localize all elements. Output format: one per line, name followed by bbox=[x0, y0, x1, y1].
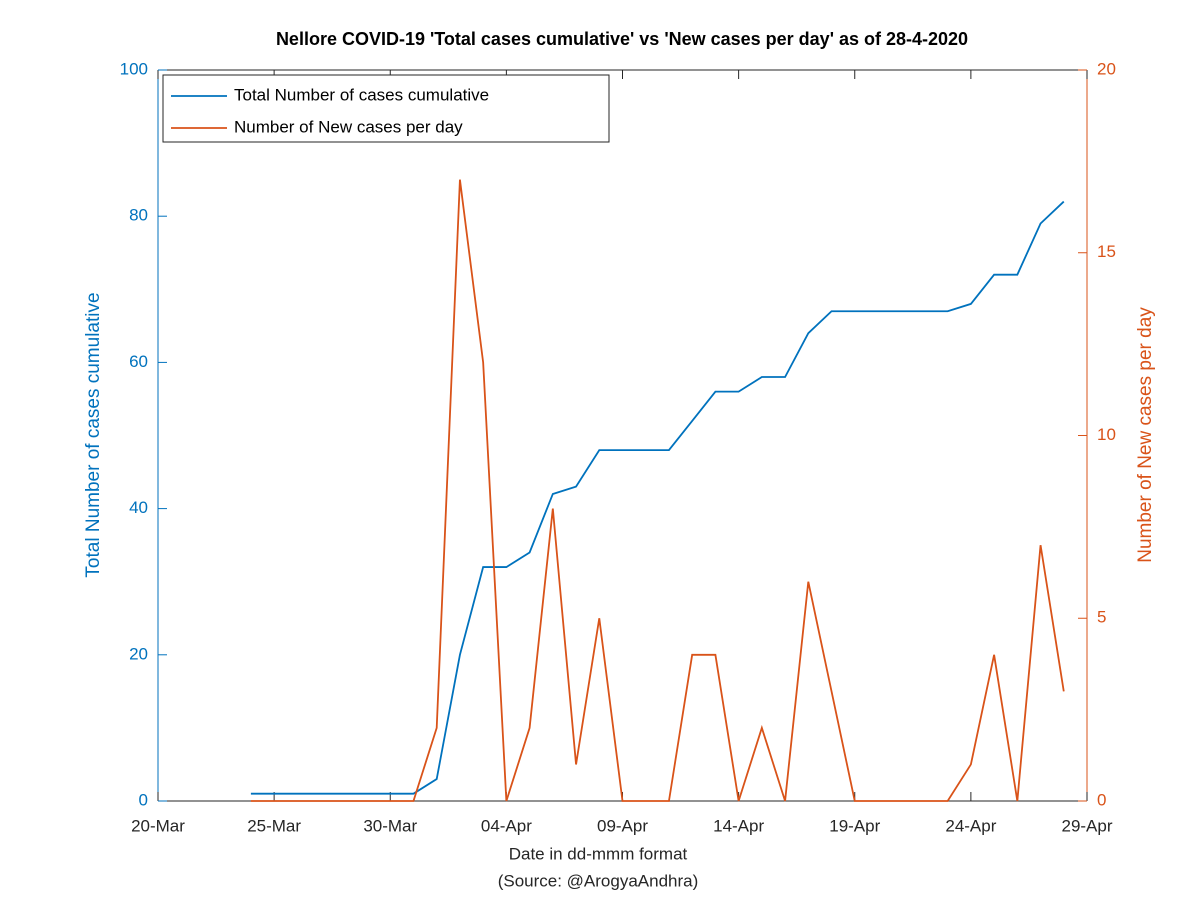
y2-tick-label: 20 bbox=[1097, 59, 1116, 78]
y2-tick-label: 5 bbox=[1097, 608, 1106, 627]
y2-tick-label: 0 bbox=[1097, 790, 1106, 809]
x-tick-label: 20-Mar bbox=[131, 816, 185, 835]
legend-label: Total Number of cases cumulative bbox=[234, 85, 489, 104]
y-tick-label: 40 bbox=[129, 498, 148, 517]
y-axis-label: Total Number of cases cumulative bbox=[83, 292, 104, 577]
y2-axis-label: Number of New cases per day bbox=[1135, 307, 1156, 563]
series-line bbox=[250, 179, 1065, 802]
y2-tick-label: 10 bbox=[1097, 425, 1116, 444]
x-tick-label: 09-Apr bbox=[597, 816, 648, 835]
y-tick-label: 60 bbox=[129, 352, 148, 371]
x-tick-label: 04-Apr bbox=[481, 816, 532, 835]
y-tick-label: 80 bbox=[129, 206, 148, 225]
x-tick-label: 25-Mar bbox=[247, 816, 301, 835]
x-tick-label: 14-Apr bbox=[713, 816, 764, 835]
y-tick-label: 0 bbox=[139, 790, 148, 809]
y2-tick-label: 15 bbox=[1097, 242, 1116, 261]
chart-title: Nellore COVID-19 'Total cases cumulative… bbox=[276, 29, 968, 49]
x-tick-label: 30-Mar bbox=[363, 816, 417, 835]
x-axis-source: (Source: @ArogyaAndhra) bbox=[498, 871, 699, 890]
y-tick-label: 100 bbox=[120, 59, 148, 78]
legend-label: Number of New cases per day bbox=[234, 117, 463, 136]
y-tick-label: 20 bbox=[129, 644, 148, 663]
series-line bbox=[250, 200, 1065, 795]
legend-box bbox=[162, 74, 610, 143]
x-tick-label: 19-Apr bbox=[829, 816, 880, 835]
x-axis-label: Date in dd-mmm format bbox=[509, 844, 688, 863]
x-tick-label: 29-Apr bbox=[1061, 816, 1112, 835]
x-tick-label: 24-Apr bbox=[945, 816, 996, 835]
